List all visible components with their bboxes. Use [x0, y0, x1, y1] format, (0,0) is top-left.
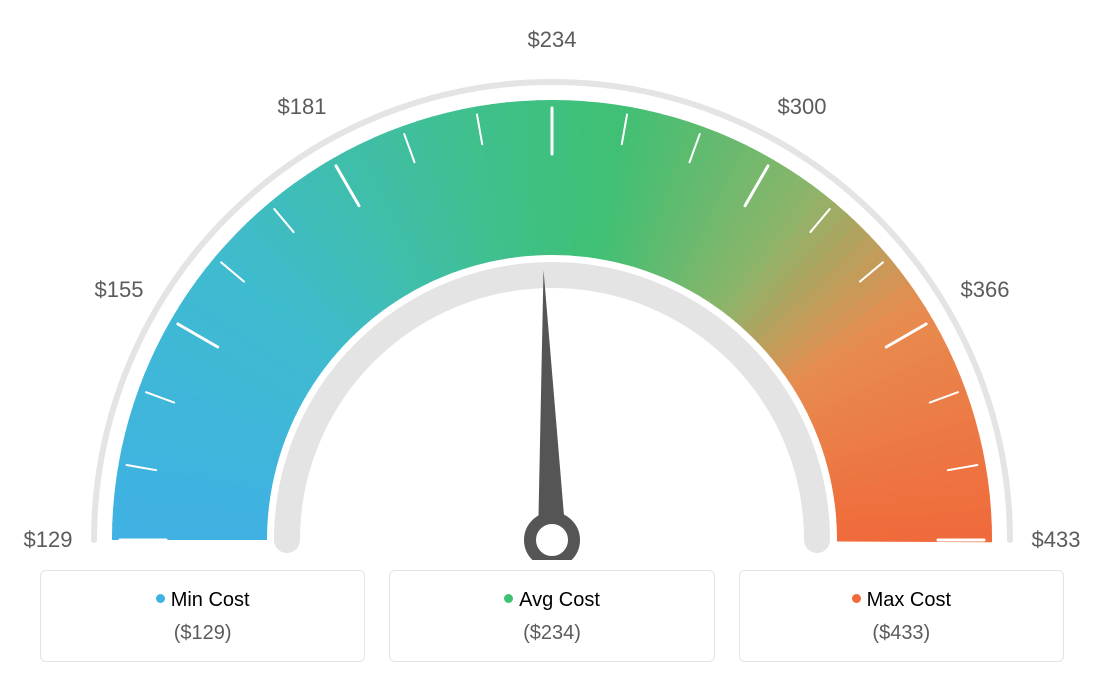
legend-title-min: Min Cost	[51, 589, 354, 612]
gauge-tick-label: $129	[24, 527, 73, 553]
dot-min-icon	[156, 594, 165, 603]
legend-card-min: Min Cost ($129)	[40, 570, 365, 662]
gauge-tick-label: $433	[1032, 527, 1081, 553]
legend-value-max: ($433)	[750, 622, 1053, 645]
cost-gauge-widget: $129 $155 $181 $234 $300 $366 $433 Min Cost ($…	[0, 0, 1104, 690]
gauge-chart: $129 $155 $181 $234 $300 $366 $433	[0, 0, 1104, 560]
legend-title-avg-text: Avg Cost	[519, 589, 600, 611]
legend-card-avg: Avg Cost ($234)	[389, 570, 714, 662]
dot-max-icon	[852, 594, 861, 603]
legend-title-min-text: Min Cost	[171, 589, 250, 611]
legend-title-max-text: Max Cost	[867, 589, 951, 611]
legend-value-min: ($129)	[51, 622, 354, 645]
gauge-tick-label: $155	[95, 277, 144, 303]
legend-title-max: Max Cost	[750, 589, 1053, 612]
gauge-tick-label: $300	[778, 94, 827, 120]
legend-title-avg: Avg Cost	[400, 589, 703, 612]
gauge-tick-label: $181	[278, 94, 327, 120]
legend-value-avg: ($234)	[400, 622, 703, 645]
legend-row: Min Cost ($129) Avg Cost ($234) Max Cost…	[40, 570, 1064, 662]
legend-card-max: Max Cost ($433)	[739, 570, 1064, 662]
dot-avg-icon	[504, 594, 513, 603]
gauge-tick-label: $234	[528, 27, 577, 53]
gauge-tick-label: $366	[961, 277, 1010, 303]
